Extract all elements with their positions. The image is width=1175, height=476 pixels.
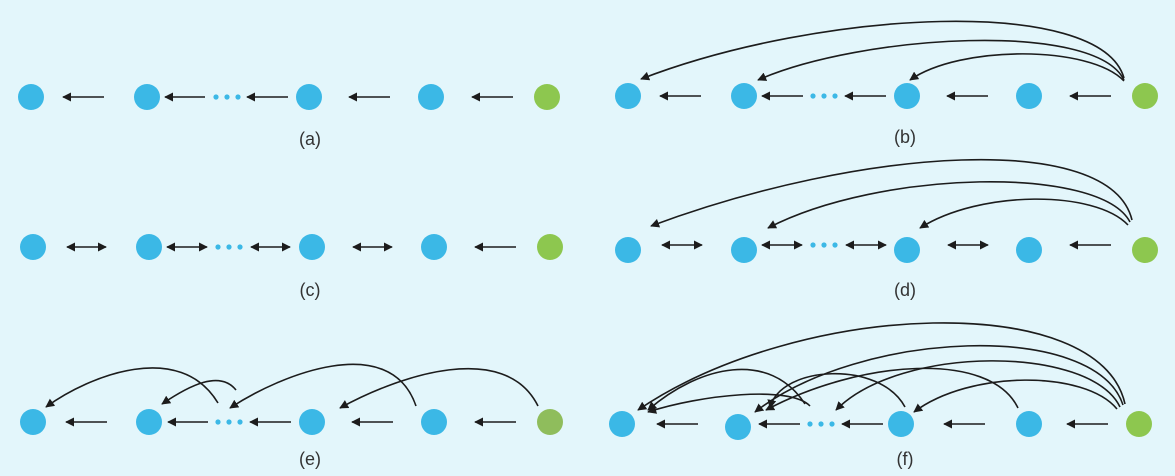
panel-caption: (b) (894, 127, 916, 147)
node (725, 414, 751, 440)
skip-arc (754, 345, 1124, 413)
panel-a: (a) (18, 84, 560, 149)
skip-arc (637, 322, 1126, 411)
node (894, 83, 920, 109)
node (418, 84, 444, 110)
ellipsis (810, 242, 838, 248)
node (888, 411, 914, 437)
sink-node (1132, 83, 1158, 109)
panel-caption: (f) (897, 449, 914, 469)
skip-arc (647, 368, 806, 411)
panel-caption: (a) (299, 129, 321, 149)
node (18, 84, 44, 110)
panel-d: (d) (615, 158, 1158, 300)
node (731, 83, 757, 109)
node (894, 237, 920, 263)
node (299, 234, 325, 260)
skip-arc (757, 39, 1125, 81)
node (296, 84, 322, 110)
skip-arc (45, 367, 219, 408)
node (609, 411, 635, 437)
node (1016, 237, 1042, 263)
panel-caption: (d) (894, 280, 916, 300)
skip-arc (919, 198, 1129, 229)
ellipsis (807, 421, 835, 427)
skip-arc (161, 379, 237, 405)
node (20, 409, 46, 435)
sink-node (534, 84, 560, 110)
skip-arc (647, 393, 811, 414)
panel-e: (e) (20, 363, 563, 469)
ellipsis (810, 93, 838, 99)
skip-arc (765, 367, 1019, 411)
node (1016, 83, 1042, 109)
skip-arc (650, 158, 1133, 228)
panel-b: (b) (615, 20, 1158, 147)
node (136, 409, 162, 435)
panel-caption: (c) (300, 280, 321, 300)
node (615, 83, 641, 109)
panel-c: (c) (20, 234, 563, 300)
skip-arc (229, 363, 417, 409)
sink-node (1126, 411, 1152, 437)
node (20, 234, 46, 260)
skip-arc (339, 367, 539, 409)
skip-arc (767, 180, 1131, 229)
ellipsis (213, 94, 241, 100)
skip-arc (913, 379, 1118, 413)
node (136, 234, 162, 260)
node (421, 234, 447, 260)
ellipsis (215, 419, 243, 425)
sink-node (537, 234, 563, 260)
node (421, 409, 447, 435)
skip-arc (909, 53, 1125, 82)
sink-node (537, 409, 563, 435)
node (299, 409, 325, 435)
sink-node (1132, 237, 1158, 263)
panel-caption: (e) (299, 449, 321, 469)
node (134, 84, 160, 110)
node (615, 237, 641, 263)
skip-arc (640, 20, 1125, 81)
node (1016, 411, 1042, 437)
skip-arc (835, 360, 1121, 411)
panel-f: (f) (609, 322, 1152, 469)
node (731, 237, 757, 263)
ellipsis (215, 244, 243, 250)
